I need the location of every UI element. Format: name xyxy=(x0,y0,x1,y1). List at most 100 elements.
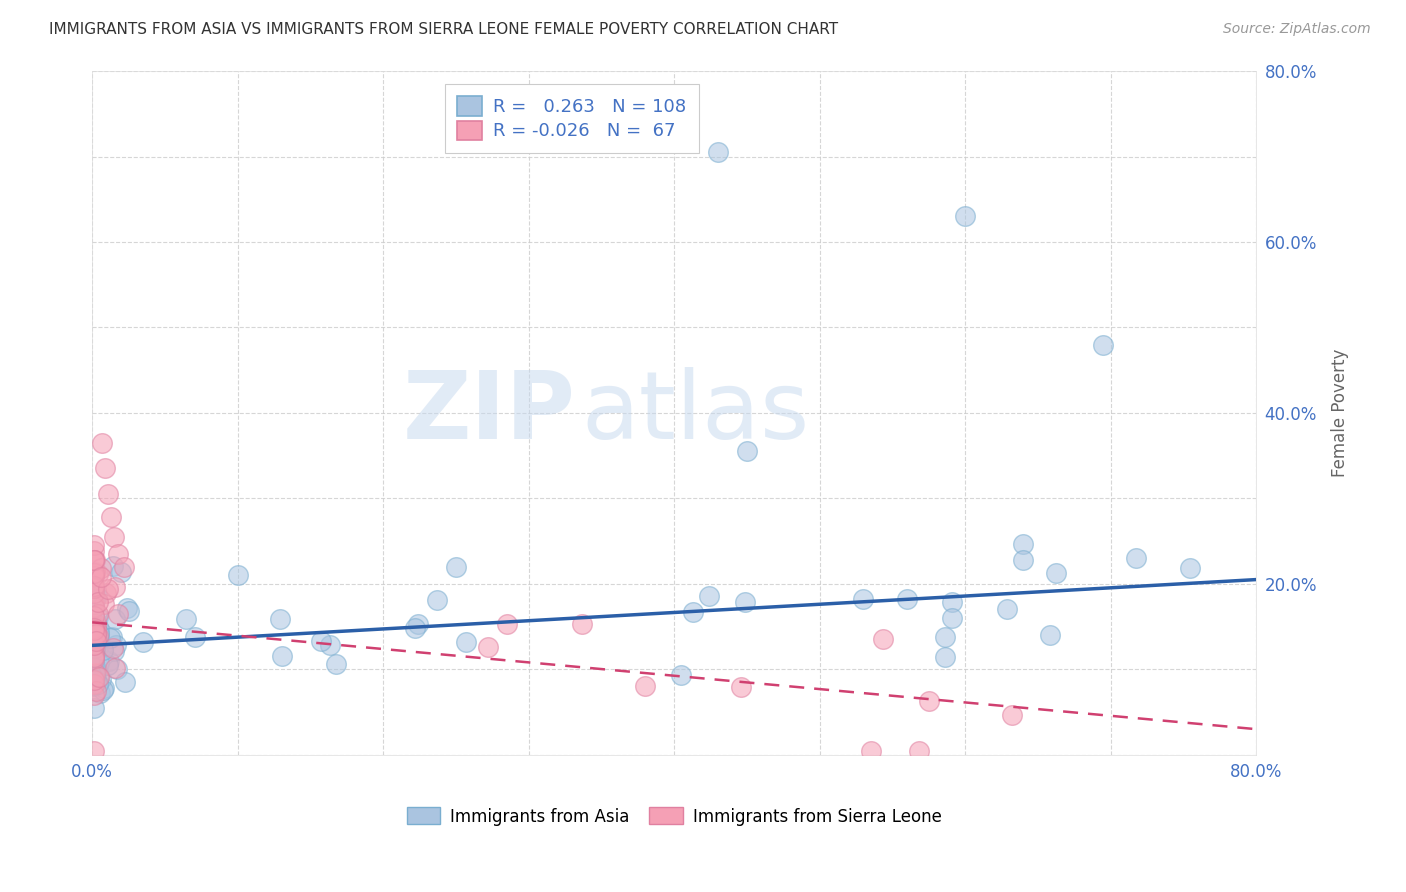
Point xyxy=(83,655,105,669)
Point xyxy=(83,592,105,607)
Point xyxy=(83,645,105,659)
Point xyxy=(83,652,105,666)
Point xyxy=(83,569,105,583)
Point xyxy=(84,629,107,643)
Point xyxy=(83,588,105,602)
Point xyxy=(83,624,105,639)
Text: ZIP: ZIP xyxy=(402,367,575,458)
Point xyxy=(83,579,105,593)
Point xyxy=(83,609,105,624)
Point xyxy=(84,669,107,683)
Point xyxy=(1045,566,1067,581)
Point xyxy=(995,601,1018,615)
Point xyxy=(97,654,120,668)
Point xyxy=(84,592,107,607)
Point xyxy=(707,145,730,160)
Point xyxy=(97,657,120,672)
Point xyxy=(1092,337,1115,351)
Point xyxy=(87,622,110,636)
Point xyxy=(83,655,105,669)
Point xyxy=(107,607,129,621)
Point xyxy=(174,612,197,626)
Point xyxy=(83,679,105,693)
Point xyxy=(83,688,105,702)
Point xyxy=(90,561,112,575)
Point xyxy=(132,635,155,649)
Point xyxy=(118,604,141,618)
Point xyxy=(91,435,114,450)
Point xyxy=(83,638,105,652)
Point xyxy=(89,686,111,700)
Point xyxy=(83,600,105,615)
Point xyxy=(697,589,720,603)
Point xyxy=(1038,627,1060,641)
Point xyxy=(1001,707,1024,722)
Legend: Immigrants from Asia, Immigrants from Sierra Leone: Immigrants from Asia, Immigrants from Si… xyxy=(401,801,948,832)
Point xyxy=(87,677,110,691)
Point xyxy=(114,675,136,690)
Point xyxy=(86,643,108,657)
Point xyxy=(941,611,963,625)
Point xyxy=(852,592,875,607)
Point xyxy=(84,684,107,698)
Point xyxy=(105,662,128,676)
Point xyxy=(571,616,593,631)
Point xyxy=(184,631,207,645)
Point xyxy=(83,567,105,582)
Point xyxy=(941,595,963,609)
Point xyxy=(83,636,105,650)
Point xyxy=(872,632,894,646)
Point xyxy=(103,644,125,658)
Point xyxy=(633,679,655,693)
Point xyxy=(83,648,105,662)
Point xyxy=(83,642,105,657)
Point xyxy=(918,694,941,708)
Point xyxy=(83,598,105,612)
Point xyxy=(83,617,105,632)
Point xyxy=(97,487,120,501)
Point xyxy=(83,642,105,657)
Point xyxy=(84,674,107,689)
Point xyxy=(93,681,115,695)
Point xyxy=(934,650,956,665)
Point xyxy=(103,558,125,573)
Point xyxy=(103,530,125,544)
Point xyxy=(115,601,138,615)
Point xyxy=(100,510,122,524)
Point xyxy=(896,592,918,607)
Point xyxy=(83,657,105,672)
Point xyxy=(908,743,931,757)
Point xyxy=(1012,553,1035,567)
Point xyxy=(86,590,108,604)
Point xyxy=(83,650,105,665)
Point xyxy=(94,585,117,599)
Point xyxy=(83,655,105,669)
Point xyxy=(84,621,107,635)
Point xyxy=(87,610,110,624)
Point xyxy=(325,657,347,671)
Point xyxy=(83,553,105,567)
Point xyxy=(83,566,105,580)
Point xyxy=(83,678,105,692)
Point xyxy=(89,668,111,682)
Point xyxy=(444,559,467,574)
Point xyxy=(953,210,976,224)
Point xyxy=(83,701,105,715)
Point xyxy=(84,622,107,636)
Point xyxy=(84,662,107,676)
Point xyxy=(83,553,105,567)
Point xyxy=(83,656,105,670)
Point xyxy=(311,633,333,648)
Point xyxy=(426,593,449,607)
Point xyxy=(91,643,114,657)
Point xyxy=(87,607,110,622)
Point xyxy=(83,659,105,673)
Point xyxy=(87,595,110,609)
Point xyxy=(84,640,107,655)
Point xyxy=(1125,551,1147,566)
Point xyxy=(83,677,105,691)
Point xyxy=(860,743,883,757)
Point xyxy=(83,624,105,639)
Point xyxy=(671,667,693,681)
Point xyxy=(104,611,127,625)
